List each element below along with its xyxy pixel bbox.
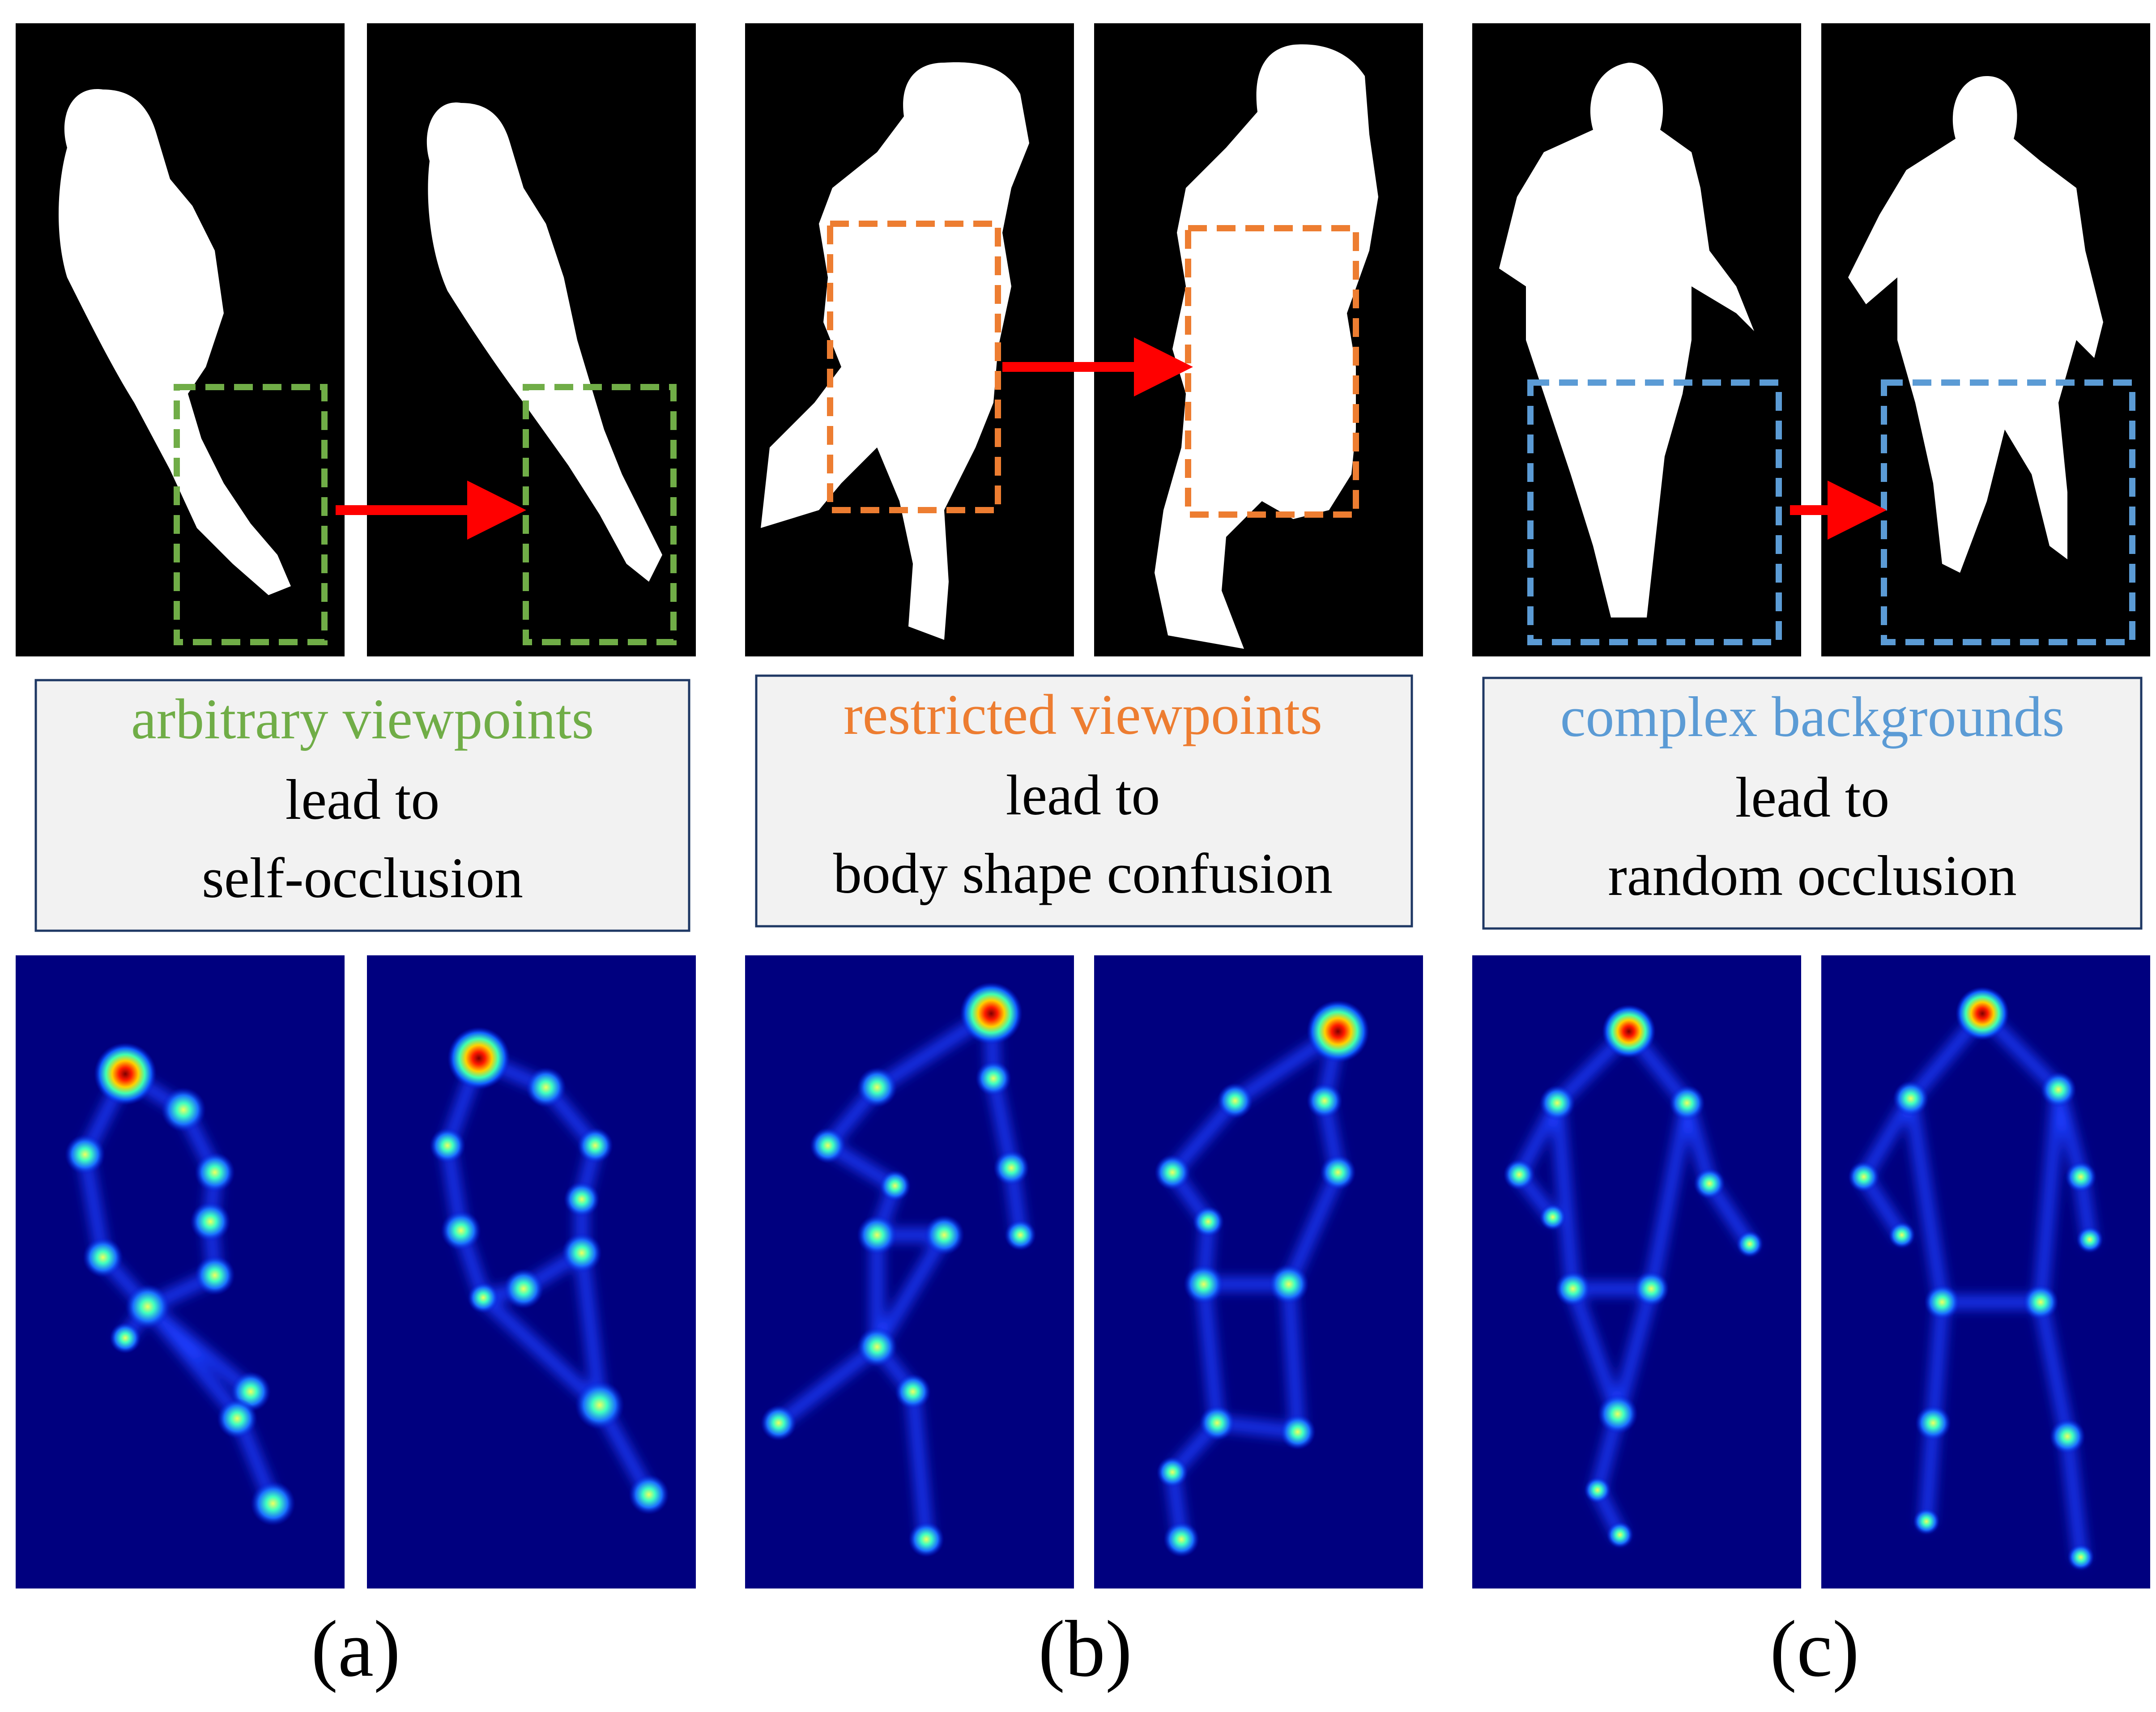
heatmap-c-1 [1472,955,1801,1588]
panel-c: complex backgrounds lead to random occlu… [1472,23,2150,1693]
person-silhouette-a-1 [59,89,291,595]
highlight-box-a-1 [174,384,328,645]
caption-b-line3: body shape confusion [833,842,1333,905]
highlight-box-a-2 [523,384,677,645]
highlight-box-c-2 [1881,379,2135,645]
panel-b: restricted viewpoints lead to body shape… [745,23,1423,1693]
joints-c-1 [1504,1005,1763,1548]
heatmap-a-1 [16,955,345,1588]
person-silhouette-a-2 [426,102,662,582]
panel-label-a: (a) [311,1604,401,1693]
panel-label-c: (c) [1770,1604,1859,1693]
panel-label-b: (b) [1038,1604,1132,1693]
caption-a-line3: self-occlusion [202,846,523,910]
caption-c-highlight: complex backgrounds [1560,685,2065,749]
person-silhouette-c-1 [1499,63,1754,618]
caption-c-line2: lead to [1735,766,1890,829]
panel-a: arbitrary viewpoints lead to self-occlus… [16,23,696,1693]
caption-a-line2: lead to [285,768,440,831]
person-silhouette-c-2 [1848,76,2103,573]
caption-b-line2: lead to [1006,763,1160,827]
heatmap-b-1 [745,955,1074,1588]
joints-a-1 [65,1043,295,1526]
caption-b-highlight: restricted viewpoints [844,683,1322,746]
person-silhouette-b-2 [1155,44,1378,649]
caption-c-line3: random occlusion [1608,844,2017,907]
caption-a-highlight: arbitrary viewpoints [131,687,594,751]
joints-c-2 [1848,987,2103,1571]
caption-box-a: arbitrary viewpoints lead to self-occlus… [34,679,690,932]
highlight-box-c-1 [1527,379,1782,645]
caption-box-b: restricted viewpoints lead to body shape… [755,674,1413,928]
joints-b-1 [761,982,1036,1557]
joints-a-2 [430,1027,669,1515]
heatmap-c-2 [1821,955,2150,1588]
caption-box-c: complex backgrounds lead to random occlu… [1482,677,2143,930]
heatmap-b-2 [1094,955,1423,1588]
joints-b-2 [1155,1000,1369,1557]
